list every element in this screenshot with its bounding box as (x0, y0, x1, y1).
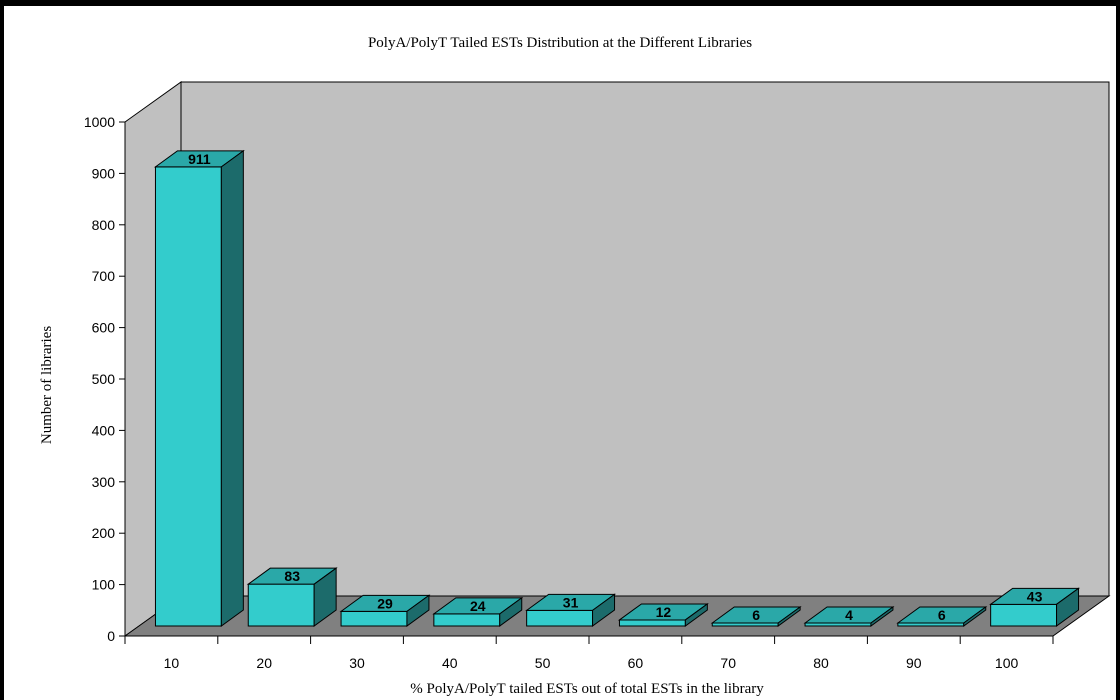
bar-front (990, 603, 1058, 627)
chart-walls (123, 81, 1111, 637)
y-tick-label: 800 (92, 217, 116, 233)
y-tick-label: 600 (92, 320, 116, 336)
data-label: 43 (1027, 588, 1043, 604)
data-label: 24 (470, 598, 486, 614)
data-label: 911 (188, 151, 211, 167)
bar-side (1056, 587, 1080, 627)
y-tick-label: 900 (92, 165, 116, 181)
bar-side (777, 605, 801, 627)
y-tick-label: 0 (107, 628, 115, 644)
top-rule (0, 0, 1120, 2)
bar-50 (525, 593, 617, 627)
y-tick-label: 100 (92, 577, 116, 593)
bar-front (154, 166, 222, 627)
y-tick-label: 300 (92, 474, 116, 490)
bar-front (618, 619, 686, 627)
x-tick-label: 30 (349, 655, 365, 671)
bar-front (526, 609, 594, 627)
data-label: 12 (656, 604, 672, 620)
bar-70 (710, 605, 802, 627)
bar-80 (803, 606, 895, 627)
y-tick-label: 1000 (84, 114, 115, 130)
y-tick-label: 400 (92, 422, 116, 438)
data-label: 31 (563, 594, 579, 610)
x-tick-label: 70 (720, 655, 736, 671)
bar-30 (339, 594, 431, 627)
x-tick-label: 10 (164, 655, 180, 671)
bar-side (870, 606, 894, 627)
bar-side (499, 596, 523, 627)
x-axis-label: % PolyA/PolyT tailed ESTs out of total E… (410, 681, 764, 697)
y-axis-label: Number of libraries (39, 326, 55, 444)
bar-front (433, 613, 501, 627)
x-tick-label: 20 (256, 655, 272, 671)
bar-side (220, 149, 244, 627)
bar-front (247, 583, 315, 627)
bar-side (592, 593, 616, 627)
x-tick-label: 40 (442, 655, 458, 671)
x-tick-label: 60 (628, 655, 644, 671)
chart-title: PolyA/PolyT Tailed ESTs Distribution at … (368, 35, 752, 51)
bar-60 (617, 602, 709, 627)
bar-side (963, 605, 987, 627)
bars (153, 149, 1081, 627)
y-tick-label: 700 (92, 268, 116, 284)
bar-front (340, 610, 408, 627)
chart-axes: 0 100 200 300 400 500 600 700 800 900 1000 10 20 30 40… (84, 114, 1054, 671)
x-tick-label: 100 (995, 655, 1019, 671)
back-wall (180, 81, 1110, 597)
data-label: 6 (938, 607, 946, 623)
bar-40 (432, 596, 524, 627)
data-label: 83 (284, 568, 300, 584)
bar-20 (246, 567, 338, 627)
x-tick-label: 80 (813, 655, 829, 671)
y-tick-label: 200 (92, 525, 116, 541)
y-tick-label: 500 (92, 371, 116, 387)
data-label: 29 (377, 595, 393, 611)
x-tick-label: 90 (906, 655, 922, 671)
data-label: 4 (845, 607, 853, 623)
data-labels: 911 83 29 24 31 12 6 4 6 43 (188, 151, 1042, 623)
bar-10 (153, 149, 245, 627)
bar-side (684, 602, 708, 627)
data-label: 6 (752, 607, 760, 623)
bar-90 (896, 605, 988, 627)
bar-side (406, 594, 430, 627)
x-tick-label: 50 (535, 655, 551, 671)
bar-side (313, 567, 337, 627)
bar-100 (989, 587, 1081, 627)
